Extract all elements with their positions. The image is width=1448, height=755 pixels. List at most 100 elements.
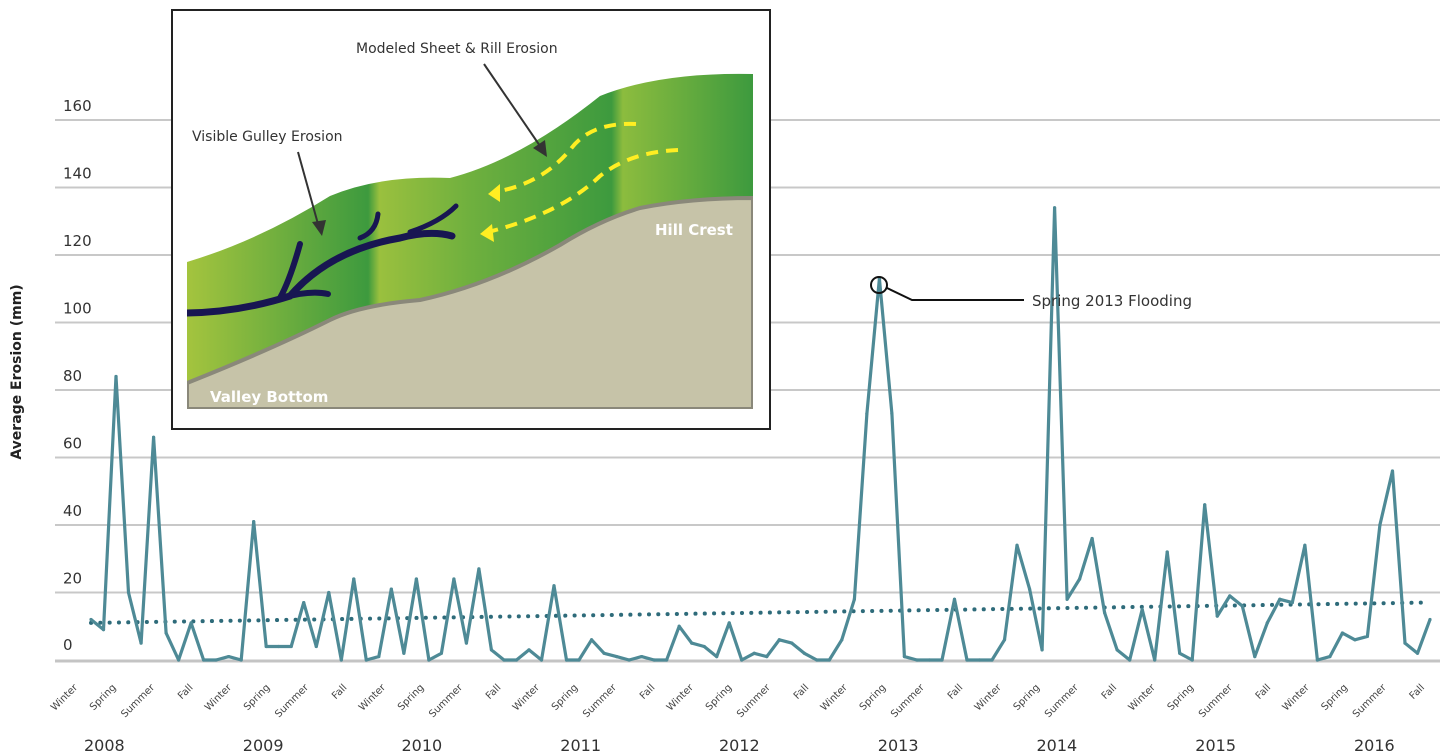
season-tick-label: Spring [242, 682, 273, 713]
data-point [640, 655, 644, 659]
data-point [89, 617, 93, 622]
data-point [815, 658, 819, 662]
data-point [252, 520, 256, 524]
data-point [715, 655, 719, 659]
data-point [464, 641, 469, 645]
season-tick-label: Fall [792, 682, 811, 701]
data-point [477, 567, 481, 571]
year-label-2009: 2009 [243, 736, 284, 755]
season-tick-label: Fall [1408, 682, 1427, 701]
data-point [1353, 638, 1357, 642]
data-point [314, 644, 318, 649]
data-point [589, 638, 594, 642]
data-point [327, 590, 331, 595]
season-tick-label: Summer [119, 682, 157, 720]
valley-bottom-label: Valley Bottom [210, 388, 328, 406]
data-point [677, 624, 681, 628]
data-point [239, 658, 243, 662]
season-tick-label: Fall [176, 682, 195, 701]
erosion-line-path [89, 206, 1432, 662]
year-label-2011: 2011 [560, 736, 601, 755]
data-point [1415, 651, 1420, 655]
data-point [1390, 469, 1395, 473]
data-point [652, 658, 656, 662]
season-tick-label: Spring [1320, 682, 1351, 713]
y-tick-20: 20 [63, 570, 82, 588]
season-tick-labels: Winter Spring Summer Fall Winter Spring Summer… [49, 682, 1427, 720]
data-point [752, 651, 756, 655]
y-tick-80: 80 [63, 367, 82, 385]
season-tick-label: Spring [550, 682, 581, 713]
data-point [1290, 601, 1294, 605]
data-point [277, 644, 281, 649]
y-tick-100: 100 [63, 300, 92, 318]
data-point [139, 641, 143, 645]
data-point [727, 621, 731, 625]
data-point [1215, 614, 1219, 618]
data-point [1278, 597, 1282, 601]
data-point [990, 658, 994, 662]
y-tick-0: 0 [63, 636, 73, 654]
data-point [602, 651, 606, 655]
gully-branch-1 [277, 241, 303, 301]
y-tick-120: 120 [63, 232, 92, 250]
season-tick-label: Spring [88, 682, 119, 713]
data-point [665, 658, 669, 662]
season-tick-label: Fall [638, 682, 657, 701]
data-point [164, 631, 168, 635]
year-label-2010: 2010 [402, 736, 443, 755]
y-tick-labels: 0 20 40 60 80 100 120 140 160 [63, 97, 92, 654]
data-point [101, 628, 106, 632]
season-tick-label: Fall [330, 682, 349, 701]
data-point [364, 658, 368, 662]
data-point [389, 587, 393, 591]
flood-marker-circle [870, 276, 888, 294]
season-tick-label: Summer [1351, 682, 1389, 720]
data-point [227, 655, 231, 659]
season-tick-label: Spring [1012, 682, 1043, 713]
season-tick-label: Fall [1254, 682, 1273, 701]
data-point [564, 658, 569, 662]
data-point [1403, 641, 1407, 645]
data-point [1165, 550, 1169, 554]
data-point [1203, 503, 1207, 507]
data-point [1340, 631, 1345, 635]
data-point [927, 658, 932, 662]
data-point [114, 374, 118, 379]
data-point [1315, 658, 1319, 662]
data-point [514, 658, 519, 662]
season-tick-label: Fall [946, 682, 965, 701]
data-point [840, 638, 844, 642]
data-point [1015, 543, 1019, 547]
data-point [202, 658, 206, 662]
data-point [627, 658, 631, 662]
data-point [702, 644, 706, 649]
season-tick-label: Spring [396, 682, 427, 713]
data-point [151, 435, 156, 439]
data-point [1190, 658, 1194, 662]
gully-branch-3 [357, 211, 381, 241]
season-tick-label: Summer [1197, 682, 1235, 720]
modeled-pointer-line [483, 63, 541, 147]
data-point [539, 658, 544, 662]
data-point [352, 577, 356, 581]
data-point [1253, 655, 1257, 659]
data-point [289, 644, 293, 649]
hillslope-inset: Modeled Sheet & Rill Erosion Visible Gul… [171, 9, 771, 430]
season-tick-label: Summer [581, 682, 619, 720]
season-tick-label: Winter [665, 682, 697, 714]
season-tick-label: Winter [1127, 682, 1159, 714]
data-point [489, 648, 494, 652]
data-point [614, 655, 619, 659]
data-point [965, 658, 969, 662]
modeled-erosion-label: Modeled Sheet & Rill Erosion [356, 41, 558, 57]
data-point [339, 658, 343, 662]
year-label-2008: 2008 [84, 736, 125, 755]
gully-branch-4 [407, 203, 459, 235]
flood-leader-line [886, 287, 1024, 301]
flow-arrow-1 [493, 121, 637, 194]
trend-line-path [89, 600, 1424, 625]
gulley-pointer-head [312, 220, 326, 236]
data-point [214, 658, 218, 662]
season-tick-label: Summer [1043, 682, 1081, 720]
